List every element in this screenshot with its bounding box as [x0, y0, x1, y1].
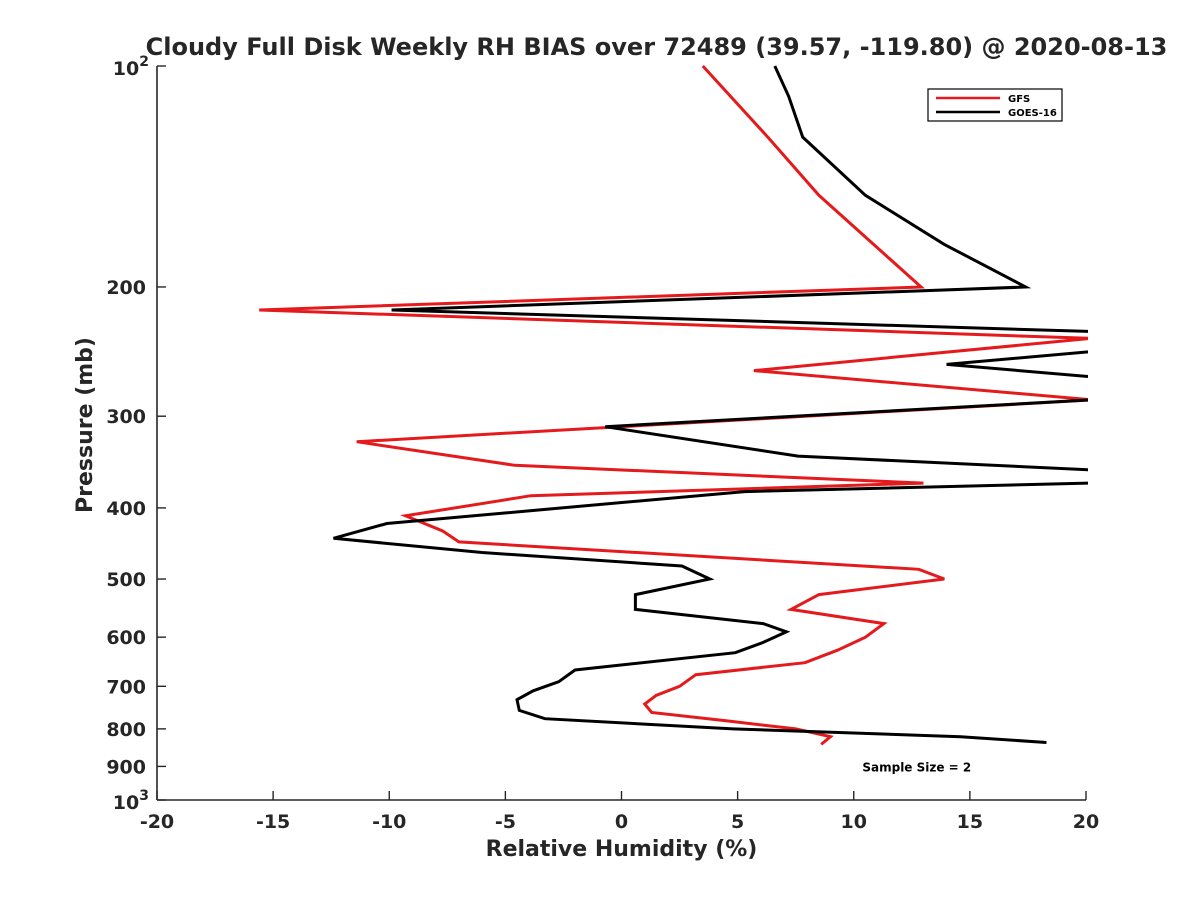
chart-title: Cloudy Full Disk Weekly RH BIAS over 724…: [146, 33, 1168, 61]
x-axis-label: Relative Humidity (%): [486, 837, 758, 862]
y-tick-label: 900: [106, 756, 146, 778]
y-tick-label: 800: [106, 719, 146, 741]
y-axis-label: Pressure (mb): [73, 337, 98, 513]
legend-label: GOES-16: [1008, 108, 1057, 119]
y-tick-exponent: 3: [139, 788, 149, 804]
x-tick-label: -15: [256, 811, 290, 833]
y-tick-label: 600: [106, 627, 146, 649]
x-tick-label: 5: [731, 811, 744, 833]
x-tick-label: 20: [1073, 811, 1099, 833]
legend-label: GFS: [1008, 94, 1030, 105]
series-layer: [259, 64, 1088, 746]
y-tick-base: 10: [113, 792, 139, 814]
y-tick-label: 103: [113, 788, 149, 814]
y-tick-exponent: 2: [139, 54, 149, 70]
x-tick-label: 15: [957, 811, 983, 833]
y-tick-label: 500: [106, 569, 146, 591]
x-tick-label: -5: [495, 811, 516, 833]
y-tick-label: 400: [106, 498, 146, 520]
y-tick-base: 10: [113, 58, 139, 80]
x-tick-label: 10: [841, 811, 867, 833]
sample-size-annotation: Sample Size = 2: [862, 760, 971, 774]
x-tick-label: -10: [372, 811, 406, 833]
y-tick-label: 700: [106, 676, 146, 698]
y-tick-label: 102: [113, 54, 149, 80]
x-axis: -20 -15 -10 -5 0 5 10 15 20: [140, 791, 1099, 833]
axes-frame: [156, 66, 1086, 801]
series-line-gfs: [259, 64, 1088, 746]
series-line-goes-16: [333, 65, 1088, 744]
y-tick-label: 300: [106, 406, 146, 428]
legend-box: [927, 88, 1063, 122]
x-tick-label: 0: [615, 811, 628, 833]
y-tick-label: 200: [106, 277, 146, 299]
legend: GFS GOES-16: [927, 88, 1063, 122]
x-tick-label: -20: [140, 811, 174, 833]
